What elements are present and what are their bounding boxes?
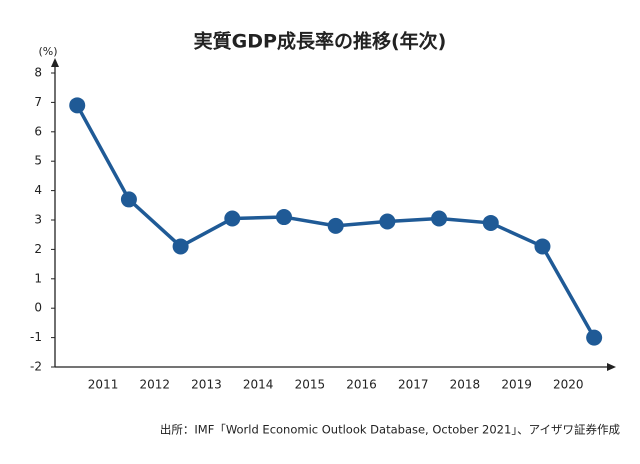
- y-tick-label: 6: [34, 124, 42, 138]
- y-axis-label: (%): [38, 45, 57, 58]
- y-axis-arrow: [51, 58, 59, 67]
- x-tick-label: 2014: [243, 378, 274, 392]
- x-tick-label: 2020: [553, 378, 584, 392]
- x-tick-label: 2019: [501, 378, 532, 392]
- chart-title: 実質GDP成長率の推移(年次): [194, 30, 447, 53]
- x-tick-label: 2013: [191, 378, 222, 392]
- point: [482, 214, 499, 231]
- point: [120, 191, 137, 208]
- y-tick-label: 8: [34, 66, 42, 80]
- y-tick-label: 1: [34, 271, 42, 285]
- y-tick-label: 4: [34, 183, 42, 197]
- y-tick-label: -1: [30, 330, 42, 344]
- x-tick-label: 2016: [346, 378, 377, 392]
- point: [586, 329, 603, 346]
- x-tick-label: 2018: [450, 378, 481, 392]
- x-tick-label: 2017: [398, 378, 429, 392]
- y-tick-label: -2: [30, 360, 42, 374]
- y-tick-label: 3: [34, 213, 42, 227]
- point: [69, 97, 86, 114]
- y-tick-label: 5: [34, 154, 42, 168]
- x-axis-arrow: [607, 363, 616, 371]
- x-tick-label: 2015: [295, 378, 326, 392]
- y-tick-label: 7: [34, 95, 42, 109]
- point: [379, 213, 396, 230]
- point: [327, 217, 344, 234]
- y-tick-label: 0: [34, 301, 42, 315]
- point: [275, 209, 292, 226]
- point: [431, 210, 448, 227]
- x-tick-label: 2011: [88, 378, 119, 392]
- source-note: 出所：IMF「World Economic Outlook Database, …: [160, 423, 621, 437]
- x-tick-label: 2012: [139, 378, 170, 392]
- point: [224, 210, 241, 227]
- point: [172, 238, 189, 255]
- point: [534, 238, 551, 255]
- y-tick-label: 2: [34, 242, 42, 256]
